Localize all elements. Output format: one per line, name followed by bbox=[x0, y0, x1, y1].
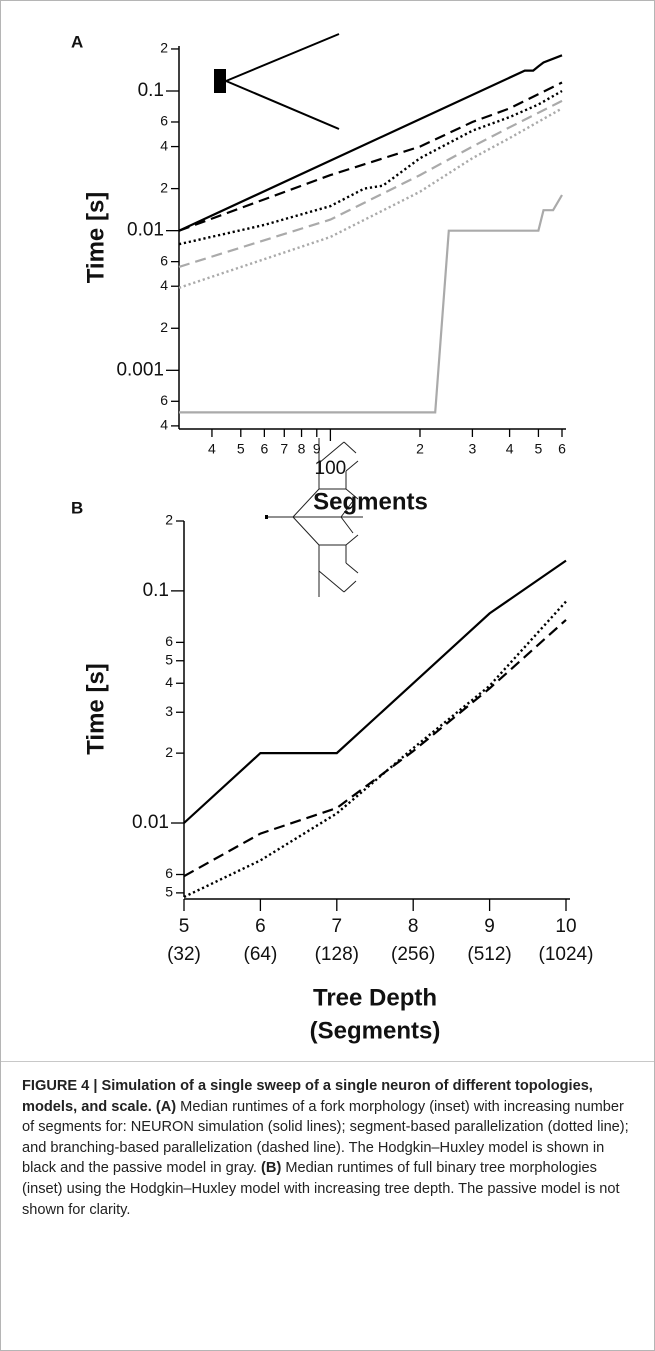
caption-tag: (A) bbox=[155, 1098, 177, 1115]
panel-label: A bbox=[71, 32, 83, 51]
x-tick-label: 5 bbox=[179, 916, 190, 937]
x-tick-sublabel: (32) bbox=[167, 944, 201, 965]
y-tick-label: 5 bbox=[165, 884, 173, 900]
y-tick-label: 4 bbox=[160, 137, 168, 153]
inset-soma bbox=[214, 69, 226, 93]
x-tick-label: 8 bbox=[298, 441, 306, 457]
y-tick-label: 4 bbox=[160, 277, 168, 293]
x-tick-label: 5 bbox=[237, 441, 245, 457]
fork-inset bbox=[214, 33, 340, 130]
y-tick-label: 0.001 bbox=[116, 359, 164, 380]
x-tick-sublabel: (512) bbox=[467, 944, 511, 965]
x-tick-label: 6 bbox=[558, 441, 566, 457]
caption-title: FIGURE 4 | Simulation of a single sweep … bbox=[22, 1078, 593, 1115]
y-tick-label: 2 bbox=[165, 512, 173, 528]
y-tick-label: 2 bbox=[165, 744, 173, 760]
y-tick-label: 0.1 bbox=[138, 80, 164, 101]
x-tick-label: 2 bbox=[416, 441, 424, 457]
x-tick-label: 3 bbox=[469, 441, 477, 457]
y-axis-title: Time [s] bbox=[82, 663, 109, 755]
y-axis-title: Time [s] bbox=[82, 192, 109, 284]
x-tick-label: 7 bbox=[280, 441, 288, 457]
series-line bbox=[183, 619, 567, 878]
x-tick-label: 7 bbox=[332, 916, 343, 937]
x-tick-sublabel: (256) bbox=[391, 944, 435, 965]
x-tick-label: 9 bbox=[484, 916, 495, 937]
y-tick-label: 5 bbox=[165, 651, 173, 667]
series-line bbox=[178, 54, 563, 232]
x-tick-label: 10 bbox=[555, 916, 576, 937]
x-tick-label: 100 bbox=[315, 458, 347, 479]
x-tick-label: 4 bbox=[506, 441, 514, 457]
y-tick-label: 6 bbox=[160, 392, 168, 408]
y-tick-label: 4 bbox=[165, 674, 173, 690]
series-line bbox=[178, 81, 563, 232]
caption-tag: (B) bbox=[261, 1160, 282, 1177]
inset-branch bbox=[225, 80, 340, 130]
inset-soma bbox=[265, 515, 268, 519]
y-tick-label: 4 bbox=[160, 417, 168, 433]
x-axis-title: Segments bbox=[313, 488, 428, 515]
inset-tree bbox=[268, 438, 363, 597]
caption-text: Median runtimes of a fork morphology (in… bbox=[22, 1098, 629, 1177]
y-tick-label: 6 bbox=[160, 113, 168, 129]
x-tick-label: 4 bbox=[208, 441, 216, 457]
y-tick-label: 2 bbox=[160, 179, 168, 195]
x-tick-label: 9 bbox=[313, 441, 321, 457]
caption-text: Median runtimes of full binary tree morp… bbox=[22, 1160, 620, 1218]
series-line bbox=[179, 194, 563, 414]
series-line bbox=[183, 559, 567, 824]
series-line bbox=[178, 99, 563, 268]
series-line bbox=[178, 89, 563, 246]
y-tick-label: 0.01 bbox=[127, 220, 164, 241]
series-line bbox=[183, 600, 567, 899]
caption: FIGURE 4 | Simulation of a single sweep … bbox=[1, 1061, 654, 1220]
x-tick-sublabel: (64) bbox=[244, 944, 278, 965]
y-tick-label: 3 bbox=[165, 703, 173, 719]
x-tick-sublabel: (1024) bbox=[539, 944, 594, 965]
x-axis-title: Tree Depth bbox=[313, 984, 437, 1011]
y-tick-label: 6 bbox=[160, 252, 168, 268]
x-tick-label: 6 bbox=[260, 441, 268, 457]
y-tick-label: 2 bbox=[160, 40, 168, 56]
y-tick-label: 0.01 bbox=[132, 812, 169, 833]
x-tick-label: 6 bbox=[255, 916, 266, 937]
y-tick-label: 2 bbox=[160, 319, 168, 335]
x-axis-title: (Segments) bbox=[310, 1017, 441, 1044]
y-tick-label: 0.1 bbox=[143, 580, 169, 601]
x-tick-label: 5 bbox=[535, 441, 543, 457]
tree-inset bbox=[265, 438, 363, 597]
y-tick-label: 6 bbox=[165, 633, 173, 649]
series-line bbox=[178, 107, 563, 289]
panel-label: B bbox=[71, 498, 83, 517]
x-tick-label: 8 bbox=[408, 916, 419, 937]
y-tick-label: 6 bbox=[165, 865, 173, 881]
inset-branch bbox=[225, 33, 340, 82]
x-tick-sublabel: (128) bbox=[315, 944, 359, 965]
